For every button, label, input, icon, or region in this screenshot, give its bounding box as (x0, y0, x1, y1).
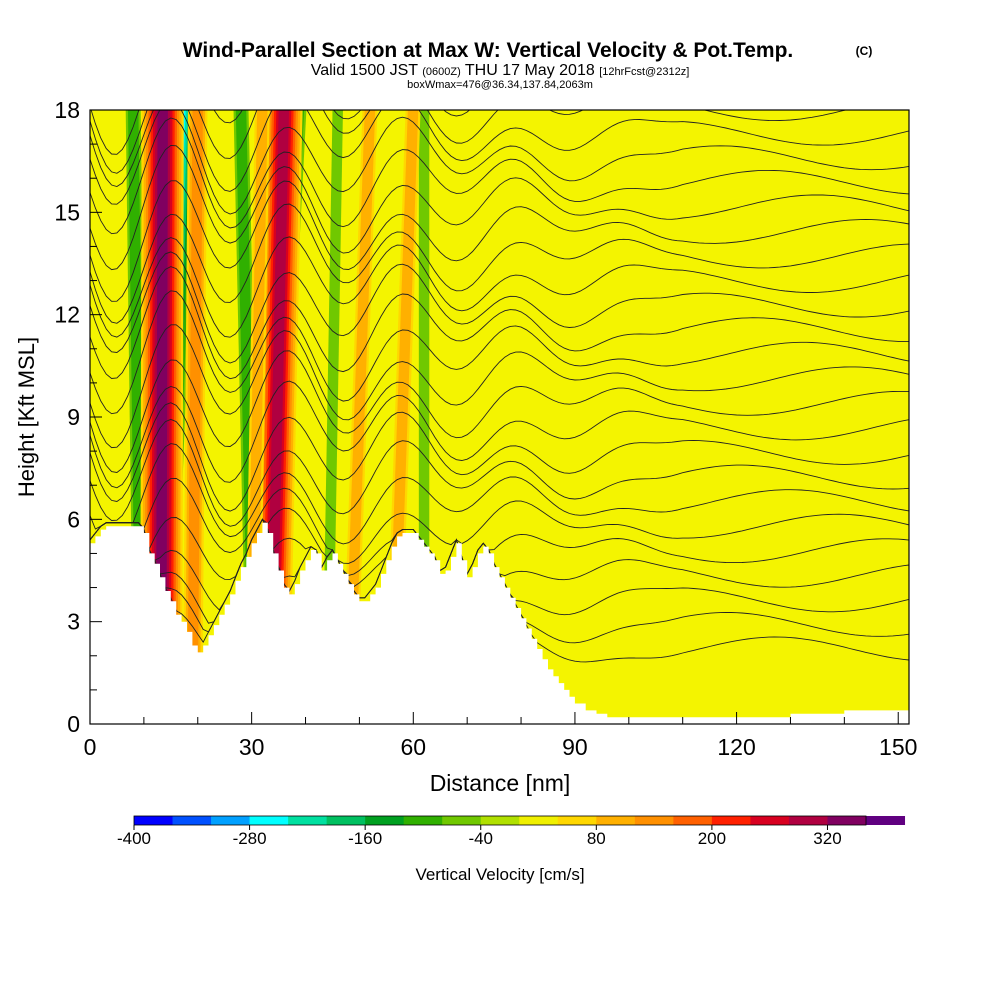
colorbar-swatch (827, 816, 867, 825)
theta-contour-17 (90, 180, 909, 302)
colorbar-swatch (519, 816, 559, 825)
y-tick-label: 18 (54, 97, 80, 123)
theta-contour-21 (90, 110, 909, 192)
colorbar-swatch (673, 816, 713, 825)
theta-contour-11 (90, 324, 909, 449)
chart-title: Wind-Parallel Section at Max W: Vertical… (183, 39, 794, 62)
theta-contour-16 (90, 203, 909, 324)
colorbar-swatch (211, 816, 251, 825)
theta-contour-12 (90, 290, 909, 415)
colorbar-swatch (711, 816, 751, 825)
colorbar-tick-label: 80 (587, 829, 606, 848)
colorbar-swatch (750, 816, 790, 825)
colorbar-swatch (596, 816, 636, 825)
colorbar-swatch (288, 816, 328, 825)
colorbar-tick-label: -400 (117, 829, 151, 848)
x-tick-label: 0 (84, 734, 97, 760)
colorbar-tick-label: 320 (813, 829, 841, 848)
updraft-band-4-level-1 (343, 110, 376, 724)
x-axis: 0 30 60 90 120 150 (84, 712, 917, 760)
subtitle-date: THU 17 May 2018 (465, 62, 595, 79)
theta-contour-7 (90, 418, 909, 527)
subtitle-utc: (0600Z) (422, 66, 461, 78)
theta-contour-19 (90, 117, 909, 235)
y-tick-label: 3 (67, 609, 80, 635)
theta-contour-10 (90, 350, 909, 473)
theta-contours (90, 110, 909, 663)
theta-contour-23 (90, 110, 471, 155)
x-tick-label: 30 (239, 734, 265, 760)
y-tick-label: 0 (67, 711, 80, 737)
colorbar-swatch (326, 816, 366, 825)
colorbar-tick-label: -280 (233, 829, 267, 848)
plot-area (90, 110, 909, 724)
colorbar-frame (133, 815, 867, 826)
x-tick-label: 120 (717, 734, 755, 760)
colorbar-swatch (634, 816, 674, 825)
theta-contour-13 (90, 266, 909, 380)
chart-subtitle: Valid 1500 JST (0600Z) THU 17 May 2018 [… (311, 62, 690, 79)
y-tick-label: 6 (67, 506, 80, 532)
theta-contour-20 (90, 110, 909, 215)
colorbar-swatch (403, 816, 443, 825)
colorbar-swatch (442, 816, 482, 825)
y-axis-label: Height [Kft MSL] (14, 337, 39, 497)
theta-contour-15 (90, 236, 909, 338)
theta-contour-18 (90, 144, 909, 271)
colorbar-tick-label: -40 (468, 829, 493, 848)
colorbar-tick-label: -160 (348, 829, 382, 848)
terrain (90, 522, 909, 724)
theta-contour-6 (90, 443, 909, 545)
theta-contour-5 (90, 477, 909, 564)
colorbar-swatch (134, 816, 174, 825)
x-tick-label: 150 (879, 734, 917, 760)
subtitle-forecast: [12hrFcst@2312z] (599, 66, 689, 78)
y-tick-label: 12 (54, 302, 80, 328)
theta-contour-8 (90, 402, 909, 512)
box-info: boxWmax=476@36.34,137.84,2063m (407, 79, 593, 91)
theta-contour-14 (90, 251, 909, 364)
y-tick-label: 9 (67, 404, 80, 430)
colorbar-swatch (557, 816, 597, 825)
theta-contour-22 (90, 110, 848, 174)
theta-contour-9 (90, 380, 909, 489)
theta-contour-4 (90, 507, 909, 580)
colorbar-label: Vertical Velocity [cm/s] (415, 865, 584, 884)
x-tick-label: 90 (562, 734, 588, 760)
colorbar-swatch (788, 816, 828, 825)
colorbar: -400 -280 -160 -40 80 200 320 (117, 815, 906, 848)
colorbar-tick-label: 200 (698, 829, 726, 848)
colorbar-swatch (365, 816, 405, 825)
colorbar-swatch (172, 816, 212, 825)
colorbar-swatch (480, 816, 520, 825)
x-axis-label: Distance [nm] (430, 770, 571, 796)
chart-title-mark: (C) (856, 44, 873, 58)
updraft-band-2-level-2 (187, 110, 203, 724)
x-tick-label: 60 (400, 734, 426, 760)
colorbar-swatch (866, 816, 906, 825)
y-axis: 0 3 6 9 12 15 18 (54, 97, 102, 737)
y-tick-label: 15 (54, 199, 80, 225)
subtitle-valid: Valid 1500 JST (311, 62, 419, 79)
colorbar-swatch (249, 816, 289, 825)
